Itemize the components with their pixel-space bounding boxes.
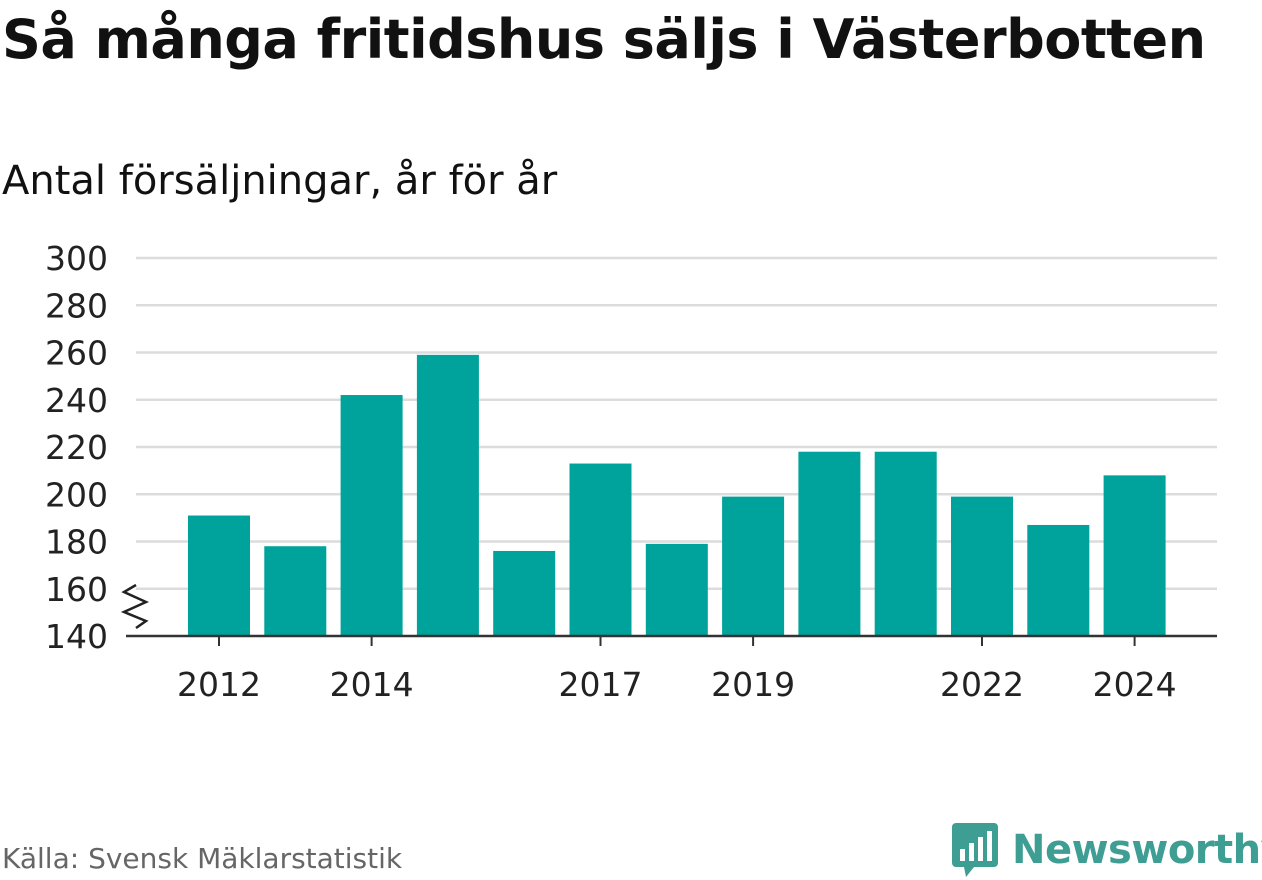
bar-2016: [493, 550, 556, 636]
chart-subtitle: Antal försäljningar, år för år: [2, 158, 558, 204]
grid-lines: [136, 256, 1217, 590]
axis-break-zigzag: [120, 583, 150, 630]
y-tick-label: 240: [45, 381, 108, 420]
y-tick-label: 220: [45, 428, 108, 467]
y-tick-label: 160: [45, 570, 108, 609]
x-tick-label: 2019: [711, 665, 795, 704]
x-tick-label: 2022: [940, 665, 1024, 704]
bar-2022: [951, 496, 1013, 636]
x-tick-label: 2017: [559, 665, 643, 704]
chart-title: Så många fritidshus säljs i Västerbotten: [2, 8, 1206, 71]
y-tick-label: 180: [45, 523, 108, 562]
y-tick-label: 140: [45, 617, 108, 656]
newsworthy-logo-icon: [952, 823, 998, 877]
bar-2014: [340, 395, 403, 636]
x-tick-label: 2014: [330, 665, 414, 704]
bar-2012: [188, 515, 250, 636]
bar-2023: [1027, 524, 1090, 636]
bar-2020: [798, 451, 861, 636]
y-axis-labels: 140 160 180 200 220 240 260 280 300: [45, 239, 108, 656]
x-axis-labels: 2012 2014 2017 2019 2022 2024: [177, 665, 1177, 704]
bars: [188, 354, 1166, 636]
y-tick-label: 200: [45, 475, 108, 514]
bar-2024: [1103, 475, 1166, 636]
bar-2021: [874, 451, 937, 636]
bar-2019: [722, 496, 785, 636]
axis-break-icon: [120, 583, 150, 630]
brand-name: Newsworthy: [1012, 827, 1262, 873]
x-tick-label: 2024: [1093, 665, 1177, 704]
brand-logo: Newsworthy: [950, 820, 1262, 880]
x-axis: [126, 634, 1217, 646]
bar-2018: [645, 543, 708, 636]
y-tick-label: 260: [45, 334, 108, 373]
bar-2017: [569, 463, 632, 636]
bar-chart: 140 160 180 200 220 240 260 280 300 2012 2014 2017…: [45, 239, 1217, 704]
bar-2015: [416, 354, 479, 636]
y-tick-label: 300: [45, 239, 108, 278]
y-tick-label: 280: [45, 286, 108, 325]
source-text: Källa: Svensk Mäklarstatistik: [2, 842, 403, 875]
x-tick-label: 2012: [177, 665, 261, 704]
bar-2013: [264, 546, 327, 636]
